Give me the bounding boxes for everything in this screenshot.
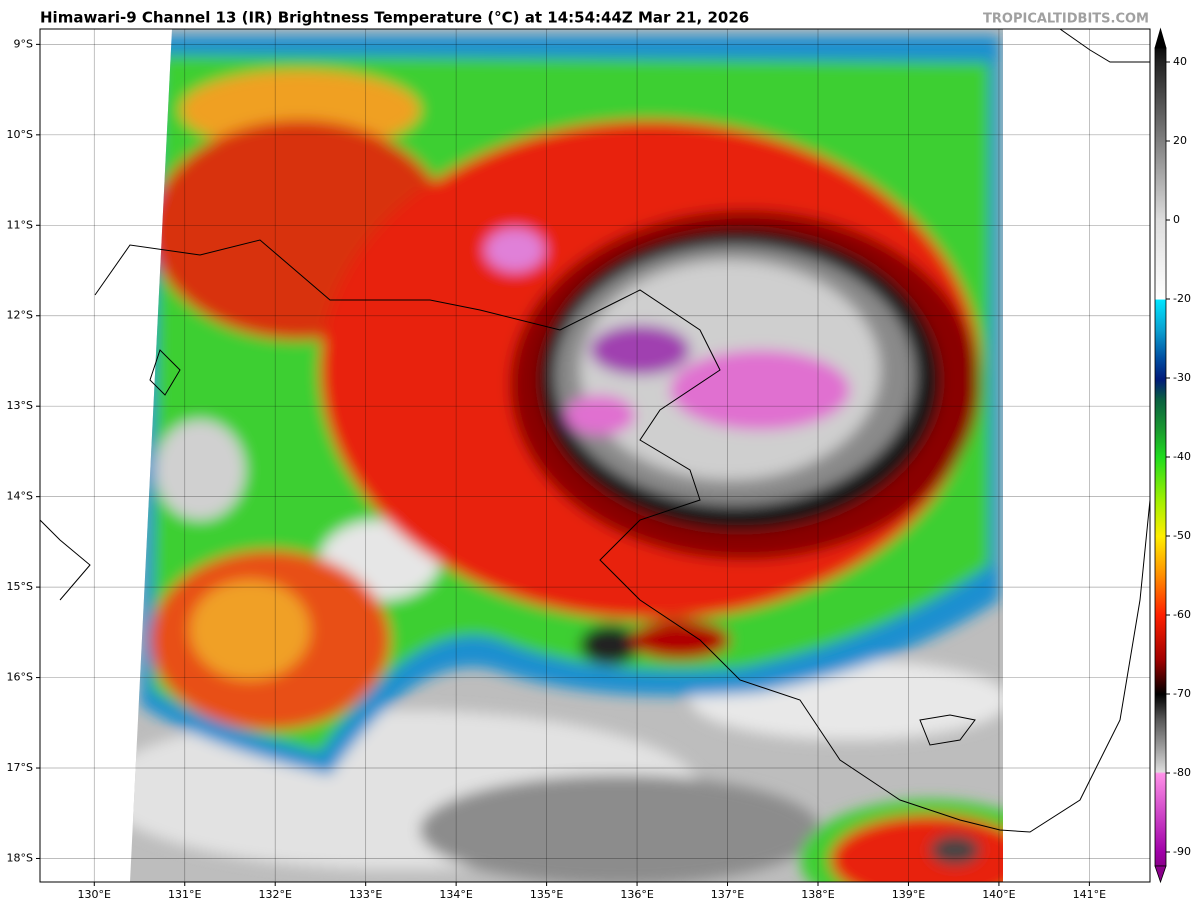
colorbar-tick-label: 20 (1173, 134, 1187, 147)
colorbar-tick-label: -30 (1173, 371, 1191, 384)
y-tick-label: 16°S (7, 671, 33, 684)
colorbar-tick-label: -80 (1173, 766, 1191, 779)
colorbar-tick-label: 0 (1173, 213, 1180, 226)
coastlines (40, 29, 1150, 833)
x-tick-label: 132°E (258, 888, 291, 901)
x-tick-label: 131°E (168, 888, 201, 901)
y-tick-label: 15°S (7, 580, 33, 593)
x-tick-label: 134°E (439, 888, 472, 901)
x-tick-label: 137°E (711, 888, 744, 901)
colorbar-tick-label: -50 (1173, 529, 1191, 542)
colorbar-extend-bottom (1154, 865, 1167, 884)
watermark: TROPICALTIDBITS.COM (983, 12, 1149, 27)
ir-imagery (130, 29, 1003, 882)
y-tick-label: 13°S (7, 399, 33, 412)
map-frame (39, 28, 1151, 883)
colorbar-tick-label: -70 (1173, 687, 1191, 700)
y-tick-label: 17°S (7, 761, 33, 774)
y-tick-label: 9°S (14, 37, 33, 50)
y-tick-label: 14°S (7, 490, 33, 503)
y-tick-label: 11°S (7, 218, 33, 231)
colorbar (1154, 27, 1167, 884)
y-tick-label: 18°S (7, 851, 33, 864)
x-tick-label: 139°E (892, 888, 925, 901)
y-tick-label: 10°S (7, 128, 33, 141)
colorbar-scale (1154, 47, 1167, 867)
colorbar-tick-label: -20 (1173, 292, 1191, 305)
x-tick-label: 133°E (349, 888, 382, 901)
x-tick-label: 136°E (620, 888, 653, 901)
x-tick-label: 135°E (530, 888, 563, 901)
colorbar-tick-label: -40 (1173, 450, 1191, 463)
map-title: Himawari-9 Channel 13 (IR) Brightness Te… (40, 9, 749, 27)
x-tick-label: 140°E (982, 888, 1015, 901)
x-tick-label: 130°E (78, 888, 111, 901)
x-tick-label: 138°E (801, 888, 834, 901)
colorbar-tick-label: 40 (1173, 55, 1187, 68)
x-tick-label: 141°E (1073, 888, 1106, 901)
y-tick-label: 12°S (7, 309, 33, 322)
colorbar-extend-top (1154, 27, 1167, 49)
colorbar-tick-label: -90 (1173, 845, 1191, 858)
colorbar-tick-label: -60 (1173, 608, 1191, 621)
